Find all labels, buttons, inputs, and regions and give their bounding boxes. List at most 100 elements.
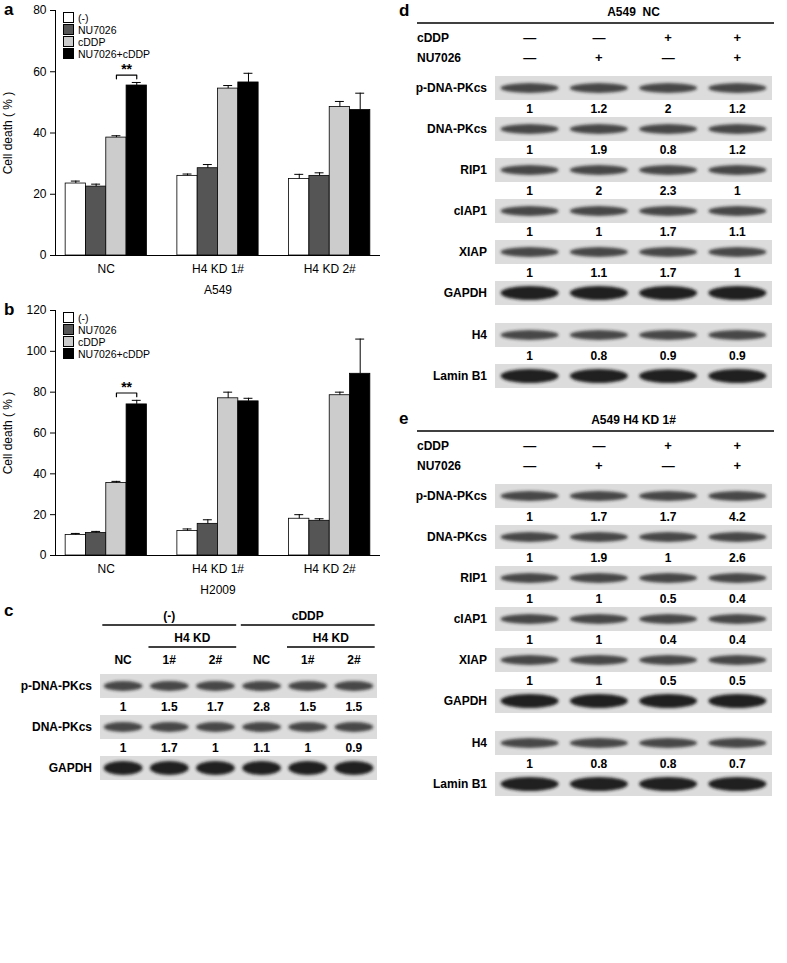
svg-text:1.7: 1.7 [207, 700, 224, 714]
svg-text:1.7: 1.7 [161, 741, 178, 755]
svg-text:H4 KD 2#: H4 KD 2# [304, 262, 356, 276]
svg-text:1: 1 [526, 757, 533, 771]
svg-text:0.8: 0.8 [660, 143, 677, 157]
svg-text:RIP1: RIP1 [460, 571, 487, 585]
svg-text:40: 40 [33, 467, 47, 481]
svg-text:1: 1 [120, 700, 127, 714]
svg-text:cDDP: cDDP [292, 609, 324, 623]
svg-text:1.7: 1.7 [660, 266, 677, 280]
svg-text:1.9: 1.9 [591, 551, 608, 565]
svg-text:0.9: 0.9 [729, 349, 746, 363]
svg-text:1: 1 [526, 184, 533, 198]
svg-text:1.2: 1.2 [729, 102, 746, 116]
svg-text:+: + [664, 30, 672, 45]
svg-text:(-): (-) [163, 609, 175, 623]
svg-text:1: 1 [526, 592, 533, 606]
svg-text:0: 0 [40, 548, 47, 562]
svg-text:NC: NC [98, 562, 116, 576]
svg-text:—: — [662, 50, 675, 65]
svg-text:e: e [399, 409, 408, 428]
svg-text:1: 1 [665, 551, 672, 565]
svg-text:+: + [734, 438, 742, 453]
svg-text:H4 KD 1#: H4 KD 1# [192, 262, 244, 276]
svg-text:DNA-PKcs: DNA-PKcs [32, 720, 92, 734]
svg-text:0.8: 0.8 [591, 757, 608, 771]
svg-text:1.1: 1.1 [591, 266, 608, 280]
svg-text:Cell death ( % ): Cell death ( % ) [1, 92, 15, 175]
svg-text:40: 40 [33, 126, 47, 140]
svg-text:1.5: 1.5 [299, 700, 316, 714]
svg-text:1.7: 1.7 [660, 510, 677, 524]
svg-text:NU7026: NU7026 [417, 459, 461, 473]
svg-text:1: 1 [596, 225, 603, 239]
svg-text:NC: NC [114, 653, 132, 667]
svg-text:1.2: 1.2 [591, 102, 608, 116]
svg-text:RIP1: RIP1 [460, 163, 487, 177]
svg-text:1: 1 [212, 741, 219, 755]
svg-text:0.4: 0.4 [660, 633, 677, 647]
svg-text:c: c [4, 601, 13, 620]
svg-text:1: 1 [734, 184, 741, 198]
svg-text:1.1: 1.1 [253, 741, 270, 755]
svg-text:A549 NC: A549 NC [607, 5, 660, 19]
svg-text:H4: H4 [472, 328, 488, 342]
svg-text:2.6: 2.6 [729, 551, 746, 565]
svg-text:1.5: 1.5 [161, 700, 178, 714]
svg-text:1.7: 1.7 [660, 225, 677, 239]
svg-text:H4: H4 [472, 736, 488, 750]
svg-text:p-DNA-PKcs: p-DNA-PKcs [21, 679, 93, 693]
svg-text:H4 KD 1#: H4 KD 1# [192, 562, 244, 576]
svg-text:p-DNA-PKcs: p-DNA-PKcs [416, 81, 488, 95]
svg-text:+: + [595, 458, 603, 473]
svg-text:2: 2 [665, 102, 672, 116]
svg-text:2.3: 2.3 [660, 184, 677, 198]
svg-text:1: 1 [596, 592, 603, 606]
svg-text:0.8: 0.8 [660, 757, 677, 771]
svg-text:1: 1 [596, 633, 603, 647]
svg-text:NC: NC [98, 262, 116, 276]
svg-text:Cell death ( % ): Cell death ( % ) [1, 392, 15, 475]
svg-text:—: — [592, 438, 605, 453]
svg-text:1.7: 1.7 [591, 510, 608, 524]
svg-text:p-DNA-PKcs: p-DNA-PKcs [416, 489, 488, 503]
svg-text:2.8: 2.8 [253, 700, 270, 714]
svg-text:NU7026: NU7026 [417, 51, 461, 65]
svg-text:1: 1 [526, 551, 533, 565]
svg-text:+: + [734, 50, 742, 65]
svg-text:1.1: 1.1 [729, 225, 746, 239]
svg-text:20: 20 [33, 187, 47, 201]
svg-text:0.5: 0.5 [729, 674, 746, 688]
svg-text:1: 1 [526, 349, 533, 363]
svg-text:A549: A549 [204, 283, 232, 297]
svg-text:H4 KD: H4 KD [174, 631, 210, 645]
svg-text:DNA-PKcs: DNA-PKcs [427, 530, 487, 544]
svg-text:60: 60 [33, 426, 47, 440]
svg-text:+: + [664, 438, 672, 453]
svg-text:cDDP: cDDP [417, 439, 449, 453]
svg-text:—: — [523, 458, 536, 473]
svg-text:GAPDH: GAPDH [49, 761, 92, 775]
svg-text:1: 1 [526, 225, 533, 239]
svg-text:Lamin B1: Lamin B1 [433, 369, 487, 383]
svg-text:—: — [523, 30, 536, 45]
svg-text:d: d [399, 1, 409, 20]
svg-text:A549 H4 KD 1#: A549 H4 KD 1# [591, 413, 676, 427]
svg-text:cIAP1: cIAP1 [454, 612, 488, 626]
svg-text:1: 1 [734, 266, 741, 280]
svg-text:+: + [734, 458, 742, 473]
svg-text:0.9: 0.9 [346, 741, 363, 755]
svg-text:2#: 2# [209, 653, 223, 667]
svg-text:—: — [523, 438, 536, 453]
svg-text:1: 1 [120, 741, 127, 755]
svg-text:cDDP: cDDP [417, 31, 449, 45]
svg-text:100: 100 [26, 344, 46, 358]
svg-text:80: 80 [33, 3, 47, 17]
svg-text:120: 120 [26, 303, 46, 317]
svg-text:**: ** [121, 61, 132, 77]
svg-text:—: — [523, 50, 536, 65]
svg-text:1: 1 [304, 741, 311, 755]
svg-text:H4 KD 2#: H4 KD 2# [304, 562, 356, 576]
svg-text:—: — [592, 30, 605, 45]
svg-text:GAPDH: GAPDH [444, 694, 487, 708]
svg-text:0.5: 0.5 [660, 674, 677, 688]
